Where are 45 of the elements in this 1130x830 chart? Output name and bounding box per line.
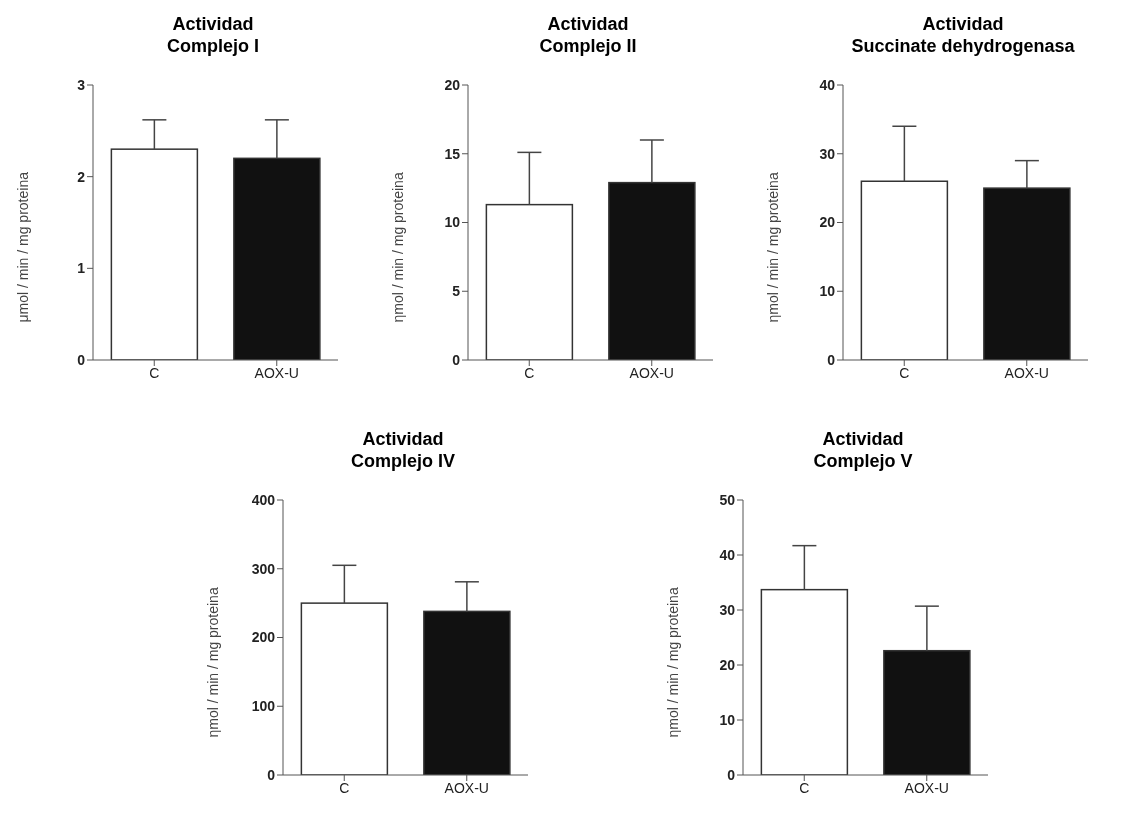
y-tick-label: 0 <box>727 766 736 783</box>
y-axis-title: ηmol / min / mg proteina <box>664 587 681 738</box>
x-tick-label: C <box>799 779 810 796</box>
y-tick-label: 1 <box>77 260 86 277</box>
y-tick-label: 10 <box>444 214 461 231</box>
x-tick-label: C <box>524 364 535 381</box>
y-tick-label: 40 <box>719 546 736 563</box>
y-tick-label: 40 <box>819 76 836 93</box>
x-tick-label: AOX-U <box>1004 364 1049 381</box>
x-tick-label: AOX-U <box>629 364 674 381</box>
y-tick-label: 15 <box>444 145 461 162</box>
y-tick-label: 50 <box>719 491 736 508</box>
y-tick-label: 0 <box>267 766 276 783</box>
y-tick-label: 20 <box>444 76 461 93</box>
chart-title: Actividad Complejo IV <box>350 428 456 472</box>
y-axis-title: ηmol / min / mg proteina <box>204 587 221 738</box>
y-tick-label: 300 <box>251 560 276 577</box>
x-tick-label: C <box>339 779 350 796</box>
y-tick-label: 10 <box>719 711 736 728</box>
x-tick-label: AOX-U <box>904 779 949 796</box>
y-tick-label: 2 <box>77 168 86 185</box>
y-axis-title: μmol / min / mg proteina <box>14 171 31 323</box>
y-tick-label: 30 <box>819 145 836 162</box>
y-tick-label: 20 <box>719 656 736 673</box>
y-tick-label: 0 <box>827 351 836 368</box>
y-axis-title: ηmol / min / mg proteina <box>764 172 781 323</box>
y-tick-label: 400 <box>251 491 276 508</box>
x-tick-label: AOX-U <box>254 364 299 381</box>
y-tick-label: 0 <box>77 351 86 368</box>
chart-title: Actividad Complejo V <box>812 428 914 472</box>
y-tick-label: 20 <box>819 214 836 231</box>
y-tick-label: 100 <box>251 698 276 715</box>
chart-title: Actividad Succinate dehydrogenasa <box>850 13 1076 57</box>
x-tick-label: AOX-U <box>444 779 489 796</box>
x-tick-label: C <box>899 364 910 381</box>
y-tick-label: 200 <box>251 629 276 646</box>
y-tick-label: 5 <box>452 283 461 300</box>
y-tick-label: 3 <box>77 76 86 93</box>
y-axis-title: ηmol / min / mg proteina <box>389 172 406 323</box>
y-tick-label: 10 <box>819 283 836 300</box>
x-tick-label: C <box>149 364 160 381</box>
y-tick-label: 0 <box>452 351 461 368</box>
chart-title: Actividad Complejo II <box>538 13 638 57</box>
y-tick-label: 30 <box>719 601 736 618</box>
chart-title: Actividad Complejo I <box>166 13 260 57</box>
